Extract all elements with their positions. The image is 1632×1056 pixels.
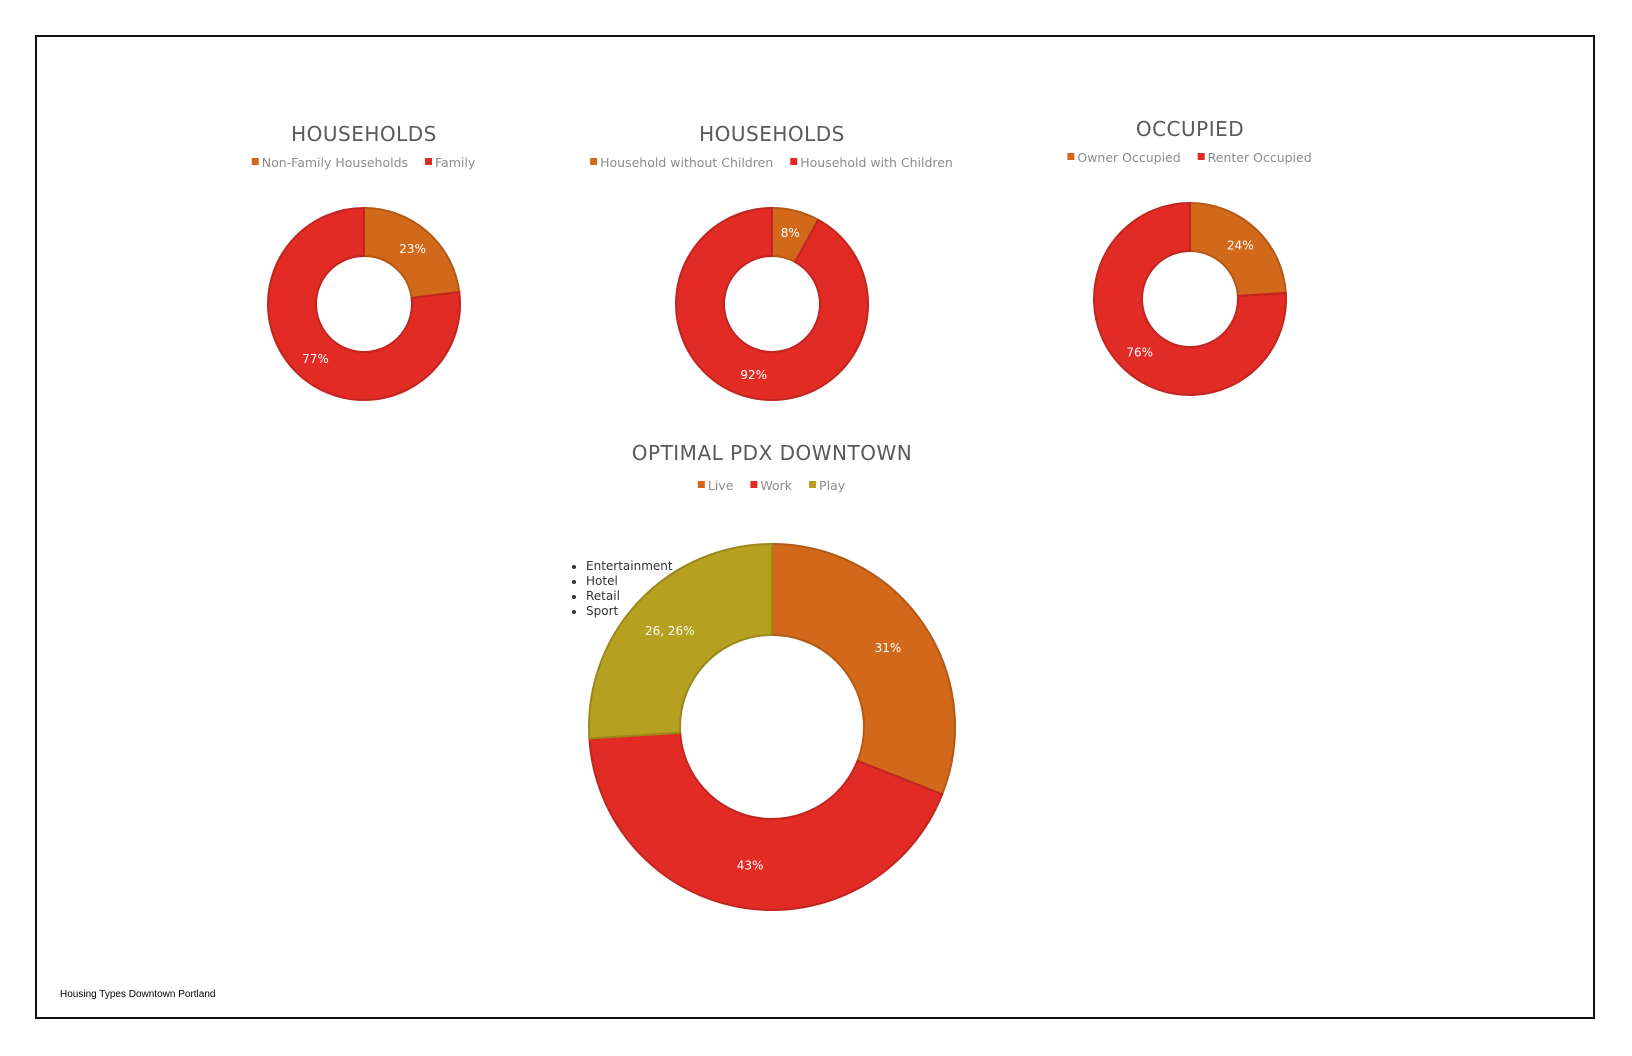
page-frame	[35, 35, 1595, 1019]
legend-label: Household without Children	[600, 155, 773, 170]
annotation-item: Sport	[586, 604, 673, 619]
donut-slice-play	[588, 542, 773, 740]
donut-slice-family	[267, 206, 461, 401]
legend-label: Play	[819, 478, 846, 493]
chart-legend: Non-Family Households Family	[251, 155, 476, 170]
donut-slice-work	[588, 731, 944, 911]
annotation-item: Entertainment	[586, 559, 673, 574]
donut-slice-owner-occupied	[1189, 201, 1287, 298]
annotation-item: Hotel	[586, 574, 673, 589]
donut-chart-4: OPTIMAL PDX DOWNTOWN Live Work Play 31% 43% 26…	[588, 441, 956, 911]
data-label: 43%	[737, 859, 764, 873]
data-label: 31%	[875, 641, 902, 655]
data-label: 26, 26%	[645, 624, 695, 638]
chart-title: OCCUPIED	[1136, 117, 1244, 141]
data-label: 76%	[1126, 346, 1153, 360]
data-label: 8%	[781, 226, 800, 240]
legend-label: Live	[708, 478, 734, 493]
chart-title: OPTIMAL PDX DOWNTOWN	[632, 441, 912, 465]
legend-label: Non-Family Households	[262, 155, 408, 170]
chart-legend: Owner Occupied Renter Occupied	[1067, 150, 1312, 165]
legend-label: Work	[760, 478, 792, 493]
donut-slice-renter-occupied	[1093, 201, 1287, 396]
legend-label: Renter Occupied	[1208, 150, 1312, 165]
donut-slice-household-with-children	[675, 206, 869, 401]
legend-swatch	[809, 481, 817, 488]
chart-legend: Live Work Play	[697, 478, 846, 493]
legend-label: Family	[435, 155, 476, 170]
legend-swatch	[1067, 153, 1075, 160]
play-annotation-list: Entertainment Hotel Retail Sport	[568, 559, 673, 619]
data-label: 24%	[1227, 238, 1254, 252]
data-label: 77%	[302, 352, 329, 366]
footer-caption: Housing Types Downtown Portland	[60, 989, 216, 1000]
legend-label: Household with Children	[800, 155, 953, 170]
data-label: 92%	[740, 368, 767, 382]
donut-chart-3: OCCUPIED Owner Occupied Renter Occupied 24%…	[1067, 117, 1312, 396]
donut-slice-live	[771, 542, 956, 796]
chart-legend: Household without Children Household with…	[590, 155, 953, 170]
legend-swatch	[697, 481, 705, 488]
legend-swatch	[425, 158, 433, 165]
legend-swatch	[1197, 153, 1205, 160]
chart-title: HOUSEHOLDS	[699, 122, 845, 146]
legend-label: Owner Occupied	[1077, 150, 1180, 165]
legend-swatch	[590, 158, 598, 165]
data-label: 23%	[399, 242, 426, 256]
annotation-item: Retail	[586, 589, 673, 604]
chart-title: HOUSEHOLDS	[291, 122, 437, 146]
legend-swatch	[251, 158, 259, 165]
legend-swatch	[750, 481, 758, 488]
legend-swatch	[790, 158, 798, 165]
donut-chart-1: HOUSEHOLDS Non-Family Households Family 23%…	[251, 122, 476, 401]
